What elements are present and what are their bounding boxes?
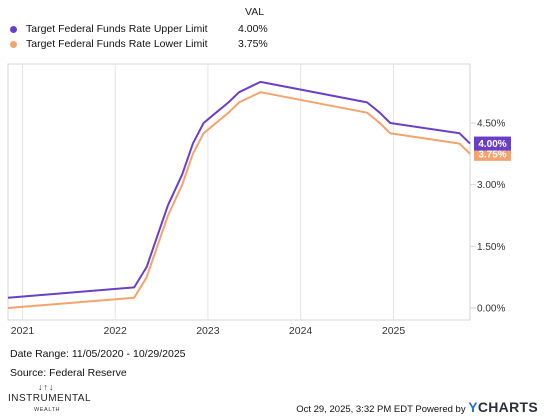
date-range: Date Range: 11/05/2020 - 10/29/2025 [10,348,186,360]
y-tick-label: 1.50% [477,242,505,253]
logo-subname: WEALTH [34,407,61,413]
x-tick-label: 2023 [196,325,220,337]
y-tick-labels: 0.00% 1.50% 3.00% 4.50% [470,119,505,315]
legend-dot-icon [10,26,17,33]
end-label-value: 3.75% [478,149,506,160]
plot-frame [7,63,471,321]
ycharts-logo-text: CHARTS [477,399,538,415]
x-tick-label: 2024 [289,325,313,337]
source-note: Source: Federal Reserve [10,367,127,379]
end-label-value: 4.00% [478,139,506,150]
legend-value-header: VAL [245,6,265,18]
y-tick-label: 4.50% [477,119,505,130]
series-line-upper-limit [7,80,471,299]
series-line-lower-limit [7,91,471,309]
series-lines [7,80,471,309]
x-tick-label: 2021 [11,325,35,337]
legend-series-value: 4.00% [238,23,268,35]
x-tick-labels: 2021 2022 2023 2024 2025 [11,325,406,337]
legend-series-value: 3.75% [238,38,268,50]
legend-item-lower-limit[interactable]: Target Federal Funds Rate Lower Limit 3.… [10,37,280,51]
logo-name: INSTRUMENTAL [8,393,92,404]
y-tick-label: 0.00% [477,304,505,315]
legend-item-upper-limit[interactable]: Target Federal Funds Rate Upper Limit 4.… [10,22,280,36]
legend-dot-icon [10,41,17,48]
logo-arrows-icon: ↓↑↓ [38,382,55,392]
x-tick-label: 2022 [104,325,128,337]
instrumental-wealth-logo: ↓↑↓ INSTRUMENTAL WEALTH [8,382,92,416]
grid-lines [21,64,395,320]
footer-timestamp: Oct 29, 2025, 3:32 PM EDT Powered by [296,404,466,415]
end-label-badge [474,136,511,151]
footer-credit: Oct 29, 2025, 3:32 PM EDT Powered by YCH… [296,399,538,415]
ycharts-logo-y: Y [468,399,478,415]
y-tick-label: 3.00% [477,180,505,191]
ycharts-logo[interactable]: YCHARTS [468,399,538,415]
legend-series-name: Target Federal Funds Rate Lower Limit [26,38,208,50]
legend-series-name: Target Federal Funds Rate Upper Limit [26,23,208,35]
end-value-labels: 3.75%4.00% [474,136,511,161]
x-tick-label: 2025 [382,325,406,337]
